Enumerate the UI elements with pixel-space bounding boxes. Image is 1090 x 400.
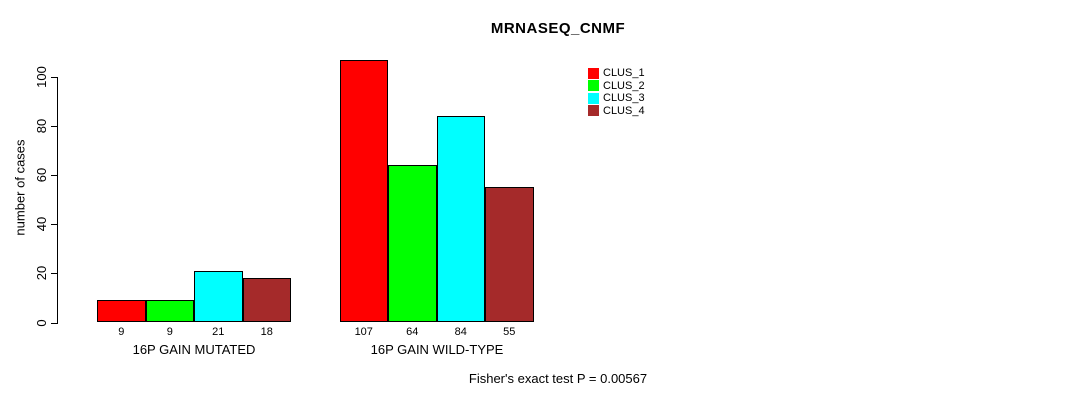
y-tick-mark (51, 273, 57, 275)
bar-clus_2-group2 (388, 165, 437, 323)
legend-label-clus4: CLUS_4 (603, 104, 645, 117)
x-category-label-mutated: 16P GAIN MUTATED (132, 342, 256, 357)
bar-clus_3-group1 (194, 270, 243, 323)
bar-value-label: 9 (166, 326, 173, 338)
bar-clus_3-group2 (436, 116, 485, 323)
legend-item-clus3: CLUS_3 (588, 92, 645, 105)
legend-label-clus1: CLUS_1 (603, 67, 645, 79)
bar-clus_2-group1 (145, 300, 194, 323)
bar-value-label: 55 (503, 326, 516, 338)
y-tick-mark (51, 322, 57, 324)
legend-swatch-clus3 (588, 92, 599, 104)
y-tick-mark (51, 77, 57, 78)
legend-item-clus1: CLUS_1 (588, 67, 645, 80)
y-tick-label: 40 (34, 217, 49, 232)
bar-clus_1-group2 (339, 59, 388, 323)
y-tick-label: 100 (34, 66, 49, 88)
y-tick-label: 80 (34, 118, 49, 134)
bar-clus_4-group2 (485, 187, 534, 323)
bar-value-label: 107 (354, 326, 373, 338)
chart-title: MRNASEQ_CNMF (490, 20, 626, 37)
legend: CLUS_1 CLUS_2 CLUS_3 CLUS_4 (588, 67, 645, 117)
legend-swatch-clus4 (588, 105, 599, 117)
y-tick-label: 60 (34, 167, 49, 183)
bar-value-label: 64 (406, 326, 419, 338)
bar-clus_1-group1 (97, 300, 146, 323)
y-tick-label: 20 (34, 266, 49, 281)
bar-value-label: 9 (118, 326, 125, 338)
y-tick-mark (51, 126, 57, 128)
legend-item-clus2: CLUS_2 (588, 80, 645, 93)
legend-swatch-clus2 (588, 80, 599, 92)
bar-value-label: 18 (260, 326, 273, 338)
annotation-text: Fisher's exact test P = 0.00567 (468, 371, 648, 386)
y-tick-mark (51, 175, 57, 177)
legend-label-clus2: CLUS_2 (603, 79, 645, 92)
x-category-label-wildtype: 16P GAIN WILD-TYPE (370, 342, 504, 357)
y-axis-label: number of cases (12, 139, 28, 236)
legend-item-clus4: CLUS_4 (588, 105, 645, 118)
y-tick-label: 0 (34, 318, 49, 327)
y-axis-line (57, 77, 58, 324)
y-tick-mark (51, 224, 57, 226)
bar-value-label: 84 (454, 326, 467, 338)
bar-value-label: 21 (212, 326, 225, 338)
legend-swatch-clus1 (588, 67, 599, 79)
bar-clus_4-group1 (242, 278, 291, 323)
legend-label-clus3: CLUS_3 (603, 92, 645, 104)
